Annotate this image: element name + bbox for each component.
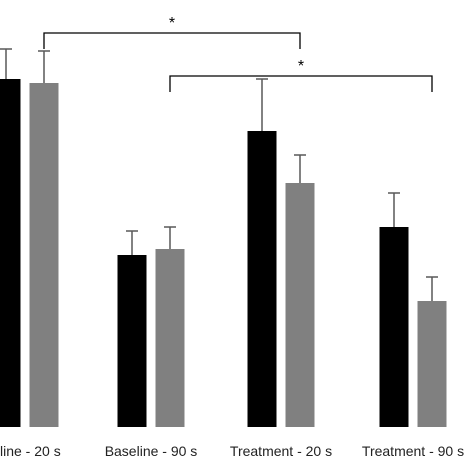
bar-series-1-1 <box>0 79 21 427</box>
bar-series-2-3 <box>285 183 315 427</box>
bar-series-2-2 <box>155 249 185 427</box>
bar-series-2-1 <box>29 83 59 427</box>
bar-series-1-4 <box>379 227 409 427</box>
significance-bracket-1 <box>43 32 301 49</box>
x-tick-label-3: Treatment - 20 s <box>230 443 332 459</box>
bar-series-2-4 <box>417 301 447 427</box>
significance-label-1: * <box>169 15 175 32</box>
bar-series-1-3 <box>247 131 277 427</box>
significance-bracket-2 <box>169 75 433 92</box>
x-tick-label-2: Baseline - 90 s <box>105 443 198 459</box>
x-tick-label-1: line - 20 s <box>0 443 61 459</box>
significance-label-2: * <box>298 58 304 75</box>
x-tick-label-4: Treatment - 90 s <box>362 443 464 459</box>
bar-series-1-2 <box>117 255 147 427</box>
